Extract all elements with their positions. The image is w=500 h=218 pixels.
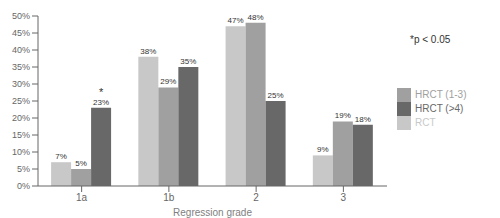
svg-text:5%: 5%: [17, 164, 30, 174]
svg-text:20%: 20%: [12, 113, 30, 123]
svg-text:45%: 45%: [12, 28, 30, 38]
html-text:HRCT (1-3): HRCT (1-3): [415, 88, 467, 100]
svg-text:30%: 30%: [12, 79, 30, 89]
html-text:HRCT (>4): HRCT (>4): [415, 102, 464, 114]
svg-text:23%: 23%: [93, 98, 109, 107]
svg-text:19%: 19%: [335, 111, 351, 120]
svg-text:Regression grade: Regression grade: [173, 207, 252, 218]
svg-text:47%: 47%: [228, 16, 244, 25]
svg-text:18%: 18%: [355, 115, 371, 124]
svg-text:25%: 25%: [12, 96, 30, 106]
svg-text:*: *: [99, 86, 104, 98]
html-text:RCT: RCT: [415, 116, 436, 128]
svg-text:10%: 10%: [12, 147, 30, 157]
svg-text:2: 2: [253, 192, 259, 203]
svg-text:35%: 35%: [12, 62, 30, 72]
svg-text:40%: 40%: [12, 45, 30, 55]
svg-text:1b: 1b: [163, 192, 175, 203]
html-text:*p < 0.05: *p < 0.05: [410, 34, 451, 45]
svg-text:50%: 50%: [12, 11, 30, 21]
svg-text:15%: 15%: [12, 130, 30, 140]
svg-text:25%: 25%: [268, 91, 284, 100]
svg-text:29%: 29%: [160, 77, 176, 86]
svg-text:9%: 9%: [317, 145, 329, 154]
svg-text:7%: 7%: [55, 152, 67, 161]
svg-text:35%: 35%: [180, 57, 196, 66]
svg-text:0%: 0%: [17, 181, 30, 191]
svg-text:38%: 38%: [140, 47, 156, 56]
svg-text:5%: 5%: [75, 159, 87, 168]
svg-text:48%: 48%: [248, 13, 264, 22]
svg-text:1a: 1a: [76, 192, 88, 203]
svg-text:3: 3: [341, 192, 347, 203]
